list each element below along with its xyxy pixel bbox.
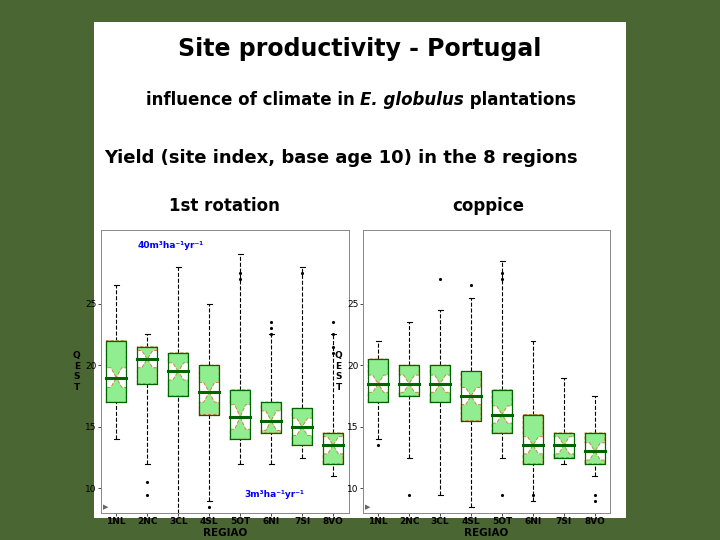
Polygon shape [523, 415, 543, 464]
Polygon shape [585, 433, 605, 464]
Text: Yield (site index, base age 10) in the 8 regions: Yield (site index, base age 10) in the 8… [104, 149, 578, 167]
Y-axis label: Q
E
S
T: Q E S T [73, 352, 81, 392]
Text: coppice: coppice [452, 197, 524, 215]
Text: ▶: ▶ [103, 504, 109, 510]
Polygon shape [230, 390, 250, 439]
Text: 1st rotation: 1st rotation [168, 197, 279, 215]
Text: 3m³ha⁻¹yr⁻¹: 3m³ha⁻¹yr⁻¹ [245, 490, 305, 499]
Text: plantations: plantations [464, 91, 576, 109]
Polygon shape [461, 372, 481, 421]
Text: E. globulus: E. globulus [360, 91, 464, 109]
Text: 40m³ha⁻¹yr⁻¹: 40m³ha⁻¹yr⁻¹ [138, 241, 204, 250]
Polygon shape [368, 359, 388, 402]
Polygon shape [168, 353, 188, 396]
Text: Site productivity - Portugal: Site productivity - Portugal [179, 37, 541, 61]
Polygon shape [399, 365, 419, 396]
Polygon shape [323, 433, 343, 464]
Polygon shape [292, 408, 312, 446]
X-axis label: REGIAO: REGIAO [464, 528, 508, 537]
Polygon shape [261, 402, 281, 433]
Polygon shape [492, 390, 512, 433]
X-axis label: REGIAO: REGIAO [202, 528, 247, 537]
Polygon shape [107, 341, 126, 402]
Polygon shape [554, 433, 574, 457]
Polygon shape [199, 365, 219, 415]
Text: ▶: ▶ [365, 504, 371, 510]
Y-axis label: Q
E
S
T: Q E S T [335, 352, 343, 392]
Text: influence of climate in: influence of climate in [145, 91, 360, 109]
Polygon shape [430, 365, 450, 402]
Polygon shape [138, 347, 157, 384]
